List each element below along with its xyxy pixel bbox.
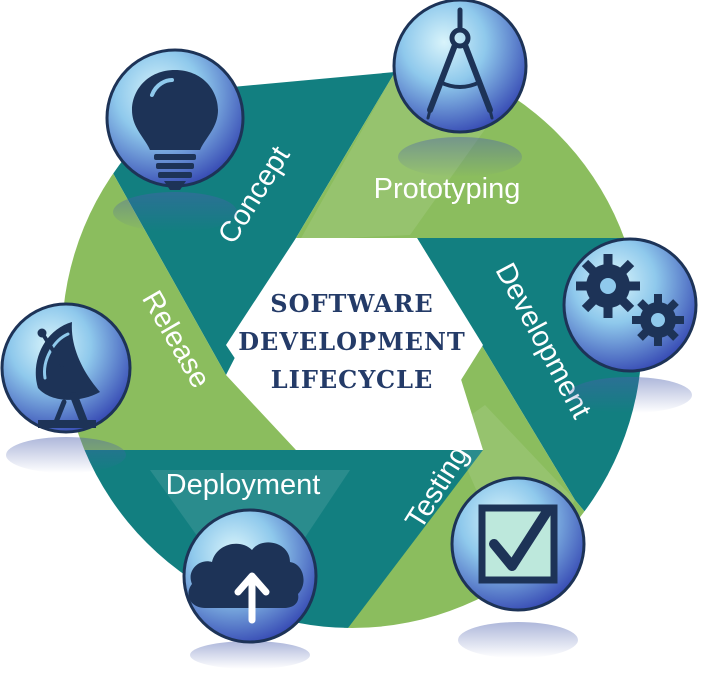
title-line-2: DEVELOPMENT [238,327,466,356]
badge-reflection [458,622,578,658]
center-title: SOFTWARE DEVELOPMENT LIFECYCLE [238,289,466,394]
badge-reflection [398,137,522,177]
badge-reflection [568,377,692,413]
label-deployment: Deployment [166,469,321,501]
badge-deployment[interactable] [182,508,318,669]
title-line-3: LIFECYCLE [271,365,434,394]
badge-circle [392,0,528,134]
badge-reflection [113,192,237,232]
checkbox-icon [478,504,558,584]
badge-concept[interactable] [105,48,245,232]
label-prototyping: Prototyping [374,173,521,205]
badge-release[interactable] [0,302,132,473]
lightbulb-icon [132,70,218,190]
badge-reflection [6,437,126,473]
badge-testing[interactable] [450,476,586,658]
gears-icon [576,254,684,346]
satellite-dish-icon [35,322,100,428]
badge-reflection [190,641,310,669]
badge-development[interactable] [562,237,698,413]
badge-prototyping[interactable] [392,0,528,177]
cloud-upload-icon [188,542,304,624]
title-line-1: SOFTWARE [270,289,433,318]
center-hexagon [226,238,483,450]
compass-icon [426,7,494,120]
